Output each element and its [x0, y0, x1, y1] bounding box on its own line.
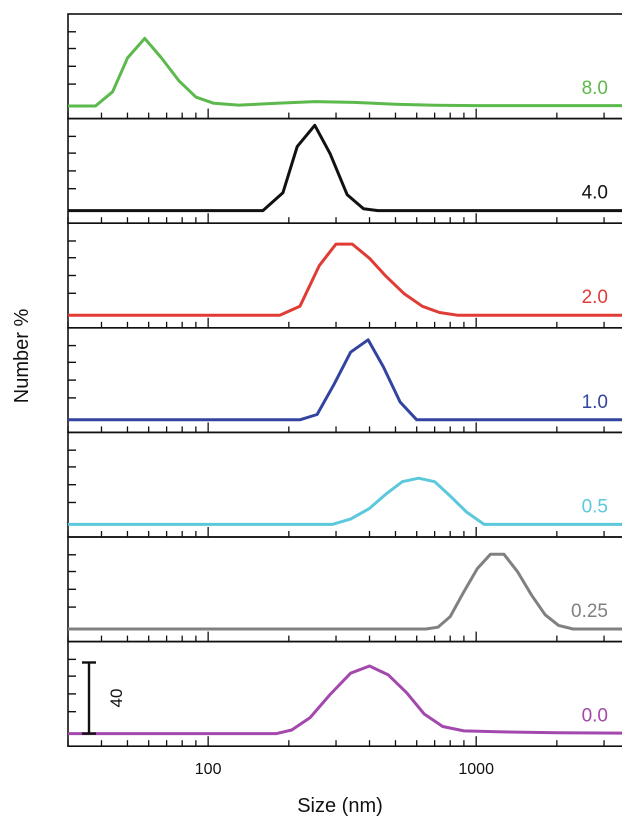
series-label-0.5: 0.5 [582, 496, 608, 517]
panel-0.0: 0.0 [67, 640, 622, 747]
series-line-0.25 [68, 552, 622, 631]
x-tick-label: 1000 [458, 761, 494, 778]
series-line-0.0 [68, 664, 622, 736]
scale-bar-label: 40 [107, 689, 126, 708]
series-label-1.0: 1.0 [582, 392, 608, 413]
panel-frame [67, 222, 622, 329]
series-label-0.0: 0.0 [582, 706, 608, 727]
scale-bar: 40 [82, 661, 126, 735]
panels: 8.0 4.0 2.0 1.0 0.5 0.25 0.0 40 [67, 13, 622, 747]
series-label-2.0: 2.0 [582, 287, 608, 308]
series-line-1.0 [68, 338, 622, 422]
panel-0.5: 0.5 [67, 431, 622, 538]
panel-4.0: 4.0 [67, 117, 622, 224]
panel-0.25: 0.25 [67, 536, 622, 643]
series-line-4.0 [68, 123, 622, 213]
panel-frame [67, 640, 622, 747]
panel-frame [67, 117, 622, 224]
series-line-0.5 [68, 476, 622, 526]
x-tick-label: 100 [195, 761, 222, 778]
series-label-4.0: 4.0 [582, 183, 608, 204]
x-axis: 100 1000 [195, 761, 494, 778]
panel-2.0: 2.0 [67, 222, 622, 329]
y-axis-title: Number % [11, 309, 33, 404]
panel-frame [67, 326, 622, 434]
x-axis-title: Size (nm) [297, 795, 383, 817]
series-line-2.0 [68, 242, 622, 317]
series-label-0.25: 0.25 [571, 601, 608, 622]
series-label-8.0: 8.0 [582, 78, 608, 99]
panel-frame [67, 536, 622, 643]
panel-1.0: 1.0 [67, 326, 622, 434]
series-line-8.0 [68, 36, 622, 108]
panel-8.0: 8.0 [67, 13, 622, 120]
